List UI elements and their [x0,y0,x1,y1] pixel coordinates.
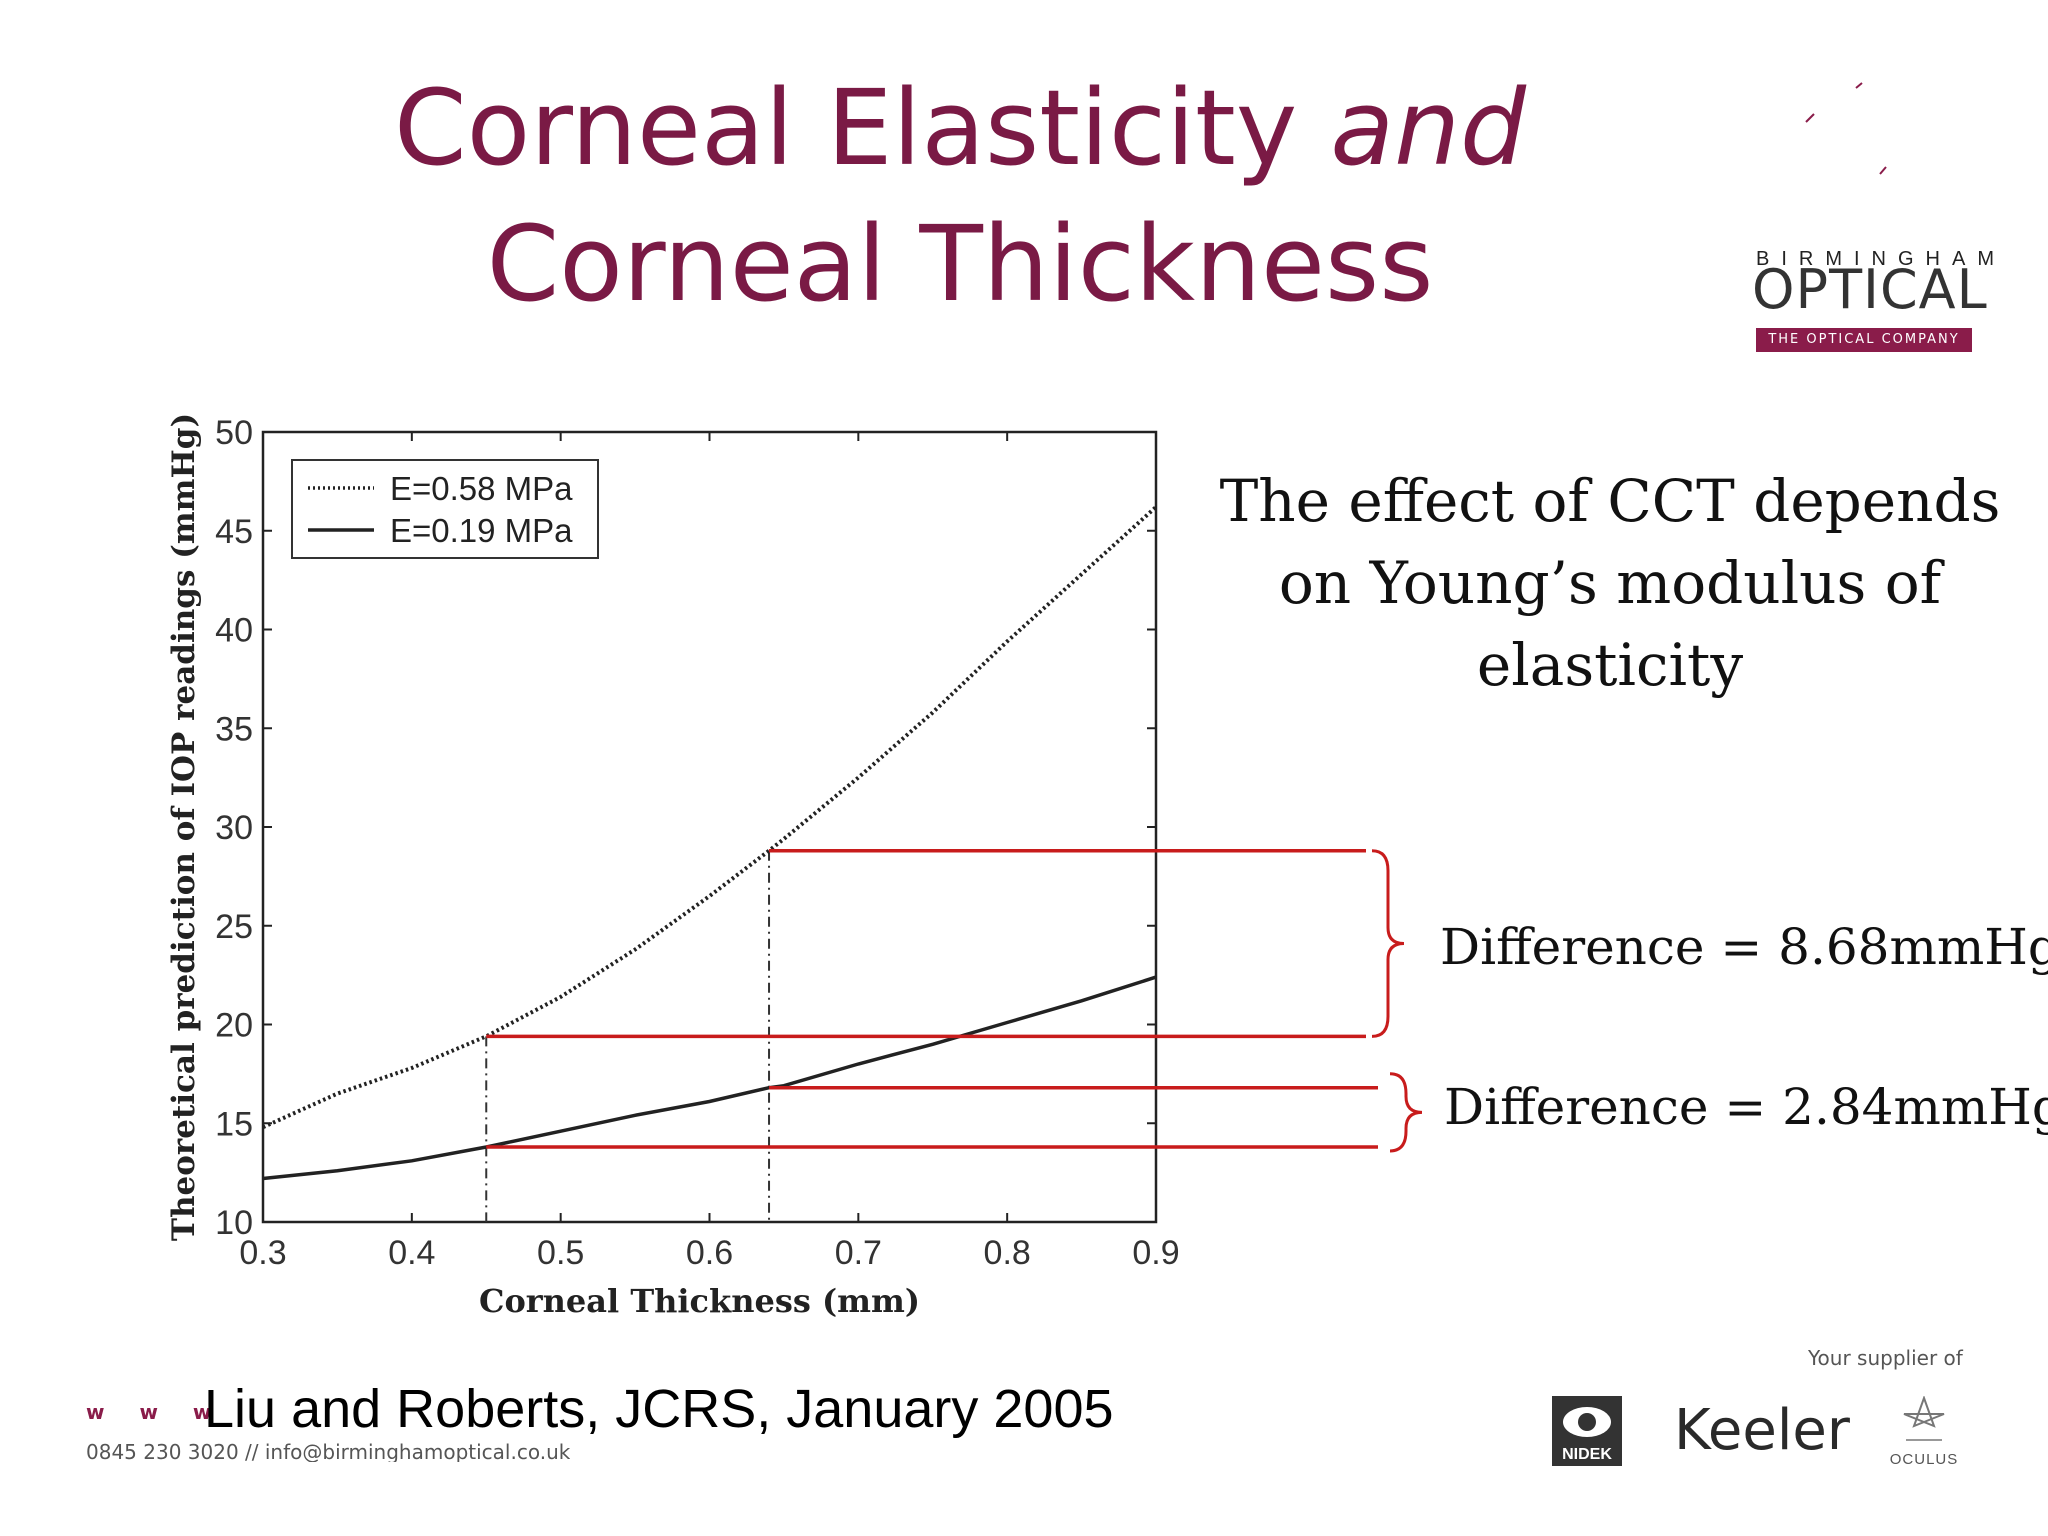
difference-label-2: Difference = 2.84mmHg [1444,1078,2048,1136]
logo-line-1: BIRMINGHAM [1756,248,2006,270]
x-tick-label: 0.4 [388,1234,435,1272]
nidek-label: NIDEK [1552,1444,1622,1466]
birmingham-optical-logo: BIRMINGHAM OPTICAL THE OPTICAL COMPANY [1740,70,2000,370]
x-tick-label: 0.9 [1132,1234,1179,1272]
nidek-eye-icon [1552,1396,1622,1444]
y-tick-label: 50 [215,414,253,452]
title-part-2: Corneal Thickness [486,203,1434,325]
side-caption: The effect of CCT depends on Young’s mod… [1200,460,2020,706]
oculus-star-icon [1903,1395,1945,1441]
y-tick-label: 30 [215,809,253,847]
side-caption-line-3: elasticity [1476,631,1744,699]
legend-entry: E=0.19 MPa [390,512,573,549]
x-axis-label: Corneal Thickness (mm) [479,1282,920,1320]
logo-line-2: OPTICAL [1752,258,1988,321]
x-tick-label: 0.7 [835,1234,882,1272]
y-axis-label: Theoretical prediction of IOP readings (… [166,413,202,1241]
y-tick-label: 35 [215,710,253,748]
y-tick-label: 25 [215,908,253,946]
www-text: w w w [86,1400,226,1424]
oculus-logo: OCULUS [1884,1395,1964,1468]
page-title: Corneal Elasticity and Corneal Thickness [180,60,1740,332]
nidek-logo: NIDEK [1552,1396,1622,1466]
side-caption-line-2: on Young’s modulus of [1278,549,1942,617]
title-part-1: Corneal Elasticity [393,67,1331,189]
logo-swoosh-icon [1805,82,1887,175]
contact-text: 0845 230 3020 // info@birminghamoptical.… [86,1440,571,1462]
x-tick-label: 0.8 [984,1234,1031,1272]
difference-label-1: Difference = 8.68mmHg [1440,918,2048,976]
title-italic-word: and [1330,67,1527,189]
logo-tagline: THE OPTICAL COMPANY [1756,328,1972,352]
y-tick-label: 15 [215,1105,253,1143]
series-line-e019 [262,975,1157,1181]
series-line-e058 [262,505,1158,1130]
x-tick-label: 0.6 [686,1234,733,1272]
x-tick-label: 0.3 [239,1234,286,1272]
legend-entry: E=0.58 MPa [390,470,573,507]
keeler-logo: Keeler [1674,1398,1850,1463]
brace-difference-1 [1371,849,1405,1038]
y-tick-label: 10 [215,1204,253,1242]
supplier-text: Your supplier of [1808,1346,1963,1370]
citation: Liu and Roberts, JCRS, January 2005 [204,1379,1114,1439]
oculus-label: OCULUS [1889,1451,1959,1468]
brace-difference-2 [1389,1072,1423,1153]
x-tick-label: 0.5 [537,1234,584,1272]
y-tick-label: 45 [215,513,253,551]
side-caption-line-1: The effect of CCT depends [1219,467,2001,535]
y-tick-label: 40 [215,612,253,650]
legend-box [291,459,599,559]
y-tick-label: 20 [215,1007,253,1045]
